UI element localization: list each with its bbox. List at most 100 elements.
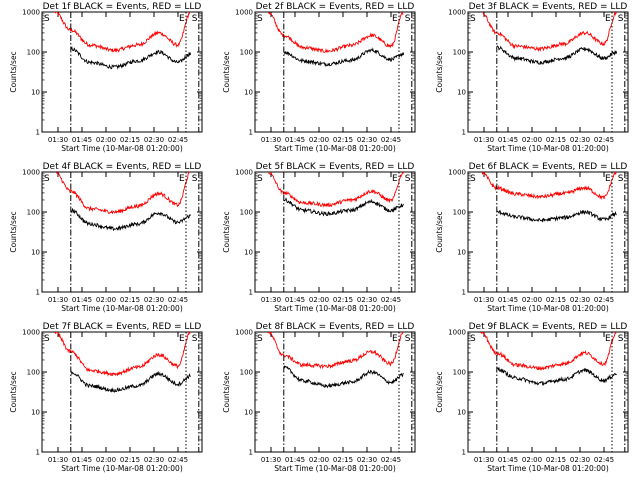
- y-tick-label: 1000: [448, 329, 466, 337]
- x-axis-label: Start Time (10-Mar-08 01:20:00): [487, 464, 609, 473]
- x-tick-label: 02:00: [96, 456, 116, 464]
- marker-label: S: [470, 14, 476, 24]
- plot-frame: [254, 331, 416, 453]
- y-tick-label: 1: [249, 449, 253, 457]
- x-tick-label: 02:45: [168, 296, 188, 304]
- x-tick-label: 02:30: [570, 136, 590, 144]
- marker-label: S: [405, 14, 411, 24]
- y-tick-label: 100: [240, 209, 253, 217]
- x-tick-label: 01:30: [474, 456, 494, 464]
- y-axis-label: Counts/sec: [435, 211, 444, 252]
- x-tick-label: 01:30: [261, 136, 281, 144]
- marker-label: E: [605, 14, 611, 24]
- y-tick-label: 10: [244, 249, 253, 257]
- chart-title: Det 8f BLACK = Events, RED = LLD: [256, 322, 415, 332]
- series-line-events: [283, 365, 404, 389]
- chart-panel-3: Det 3f BLACK = Events, RED = LLD 1 10 100 10…: [435, 2, 629, 153]
- y-tick-label: 1000: [235, 9, 253, 17]
- y-tick-label: 100: [240, 369, 253, 377]
- y-tick-label: 100: [27, 369, 40, 377]
- y-tick-label: 1000: [22, 9, 40, 17]
- y-tick-label: 10: [244, 409, 253, 417]
- x-tick-label: 02:00: [96, 296, 116, 304]
- x-tick-label: 02:15: [546, 296, 566, 304]
- y-tick-label: 100: [27, 209, 40, 217]
- x-tick-label: 01:30: [474, 296, 494, 304]
- x-axis-label: Start Time (10-Mar-08 01:20:00): [61, 144, 183, 153]
- y-tick-label: 10: [244, 89, 253, 97]
- x-tick-label: 02:00: [309, 296, 329, 304]
- series-line-lld: [480, 12, 617, 52]
- series-line-lld: [480, 332, 617, 371]
- marker-label: E: [392, 334, 398, 344]
- y-tick-label: 100: [453, 369, 466, 377]
- x-tick-label: 02:00: [522, 296, 542, 304]
- y-tick-label: 1: [36, 449, 40, 457]
- plot-frame: [467, 331, 629, 453]
- marker-label: S: [618, 334, 624, 344]
- x-tick-label: 01:45: [498, 136, 518, 144]
- x-tick-label: 01:30: [48, 136, 68, 144]
- plot-frame: [41, 331, 203, 453]
- x-tick-label: 02:15: [120, 456, 140, 464]
- x-tick-label: 01:45: [498, 296, 518, 304]
- marker-label: S: [257, 174, 263, 184]
- y-tick-label: 10: [457, 89, 466, 97]
- series-line-lld: [267, 172, 404, 208]
- x-tick-label: 01:30: [48, 296, 68, 304]
- chart-title: Det 9f BLACK = Events, RED = LLD: [469, 322, 628, 332]
- y-tick-label: 1: [36, 129, 40, 137]
- x-tick-label: 02:30: [570, 296, 590, 304]
- y-tick-label: 1: [462, 449, 466, 457]
- series-line-lld: [55, 172, 191, 215]
- series-line-lld: [481, 172, 617, 201]
- y-axis-label: Counts/sec: [222, 211, 231, 252]
- x-axis-label: Start Time (10-Mar-08 01:20:00): [274, 144, 396, 153]
- y-tick-label: 10: [457, 409, 466, 417]
- x-tick-label: 02:45: [594, 456, 614, 464]
- y-tick-label: 1: [462, 289, 466, 297]
- x-tick-label: 02:15: [333, 456, 353, 464]
- y-axis-label: Counts/sec: [9, 211, 18, 252]
- y-tick-label: 10: [31, 409, 40, 417]
- x-tick-label: 02:30: [144, 136, 164, 144]
- x-tick-label: 01:30: [261, 296, 281, 304]
- plot-frame: [41, 171, 203, 293]
- x-tick-label: 02:30: [144, 456, 164, 464]
- plot-frame: [254, 11, 416, 133]
- x-axis-label: Start Time (10-Mar-08 01:20:00): [274, 464, 396, 473]
- series-line-lld: [267, 12, 404, 53]
- marker-label: E: [392, 14, 398, 24]
- chart-panel-8: Det 8f BLACK = Events, RED = LLD 1 10 100 10…: [222, 322, 416, 473]
- series-line-events: [283, 196, 404, 217]
- chart-title: Det 6f BLACK = Events, RED = LLD: [469, 162, 628, 172]
- series-line-events: [70, 207, 191, 232]
- y-tick-label: 10: [31, 249, 40, 257]
- chart-panel-1: Det 1f BLACK = Events, RED = LLD 1 10 100 10…: [9, 2, 203, 153]
- y-tick-label: 100: [240, 49, 253, 57]
- plot-frame: [467, 11, 629, 133]
- x-tick-label: 02:30: [144, 296, 164, 304]
- y-tick-label: 1000: [22, 169, 40, 177]
- marker-label: E: [392, 174, 398, 184]
- x-tick-label: 02:15: [546, 136, 566, 144]
- x-tick-label: 01:45: [285, 136, 305, 144]
- y-tick-label: 10: [31, 89, 40, 97]
- x-tick-label: 02:00: [522, 456, 542, 464]
- chart-panel-6: Det 6f BLACK = Events, RED = LLD 1 10 100 10…: [435, 162, 629, 313]
- y-tick-label: 100: [27, 49, 40, 57]
- y-axis-label: Counts/sec: [435, 371, 444, 412]
- x-tick-label: 02:45: [594, 296, 614, 304]
- series-line-events: [70, 46, 192, 70]
- y-tick-label: 1000: [22, 329, 40, 337]
- x-tick-label: 02:00: [522, 136, 542, 144]
- chart-title: Det 2f BLACK = Events, RED = LLD: [256, 2, 415, 12]
- chart-title: Det 5f BLACK = Events, RED = LLD: [256, 162, 415, 172]
- y-axis-label: Counts/sec: [435, 51, 444, 92]
- x-tick-label: 01:30: [261, 456, 281, 464]
- x-tick-label: 02:30: [357, 136, 377, 144]
- marker-label: S: [44, 334, 50, 344]
- marker-label: S: [257, 334, 263, 344]
- marker-label: E: [179, 174, 185, 184]
